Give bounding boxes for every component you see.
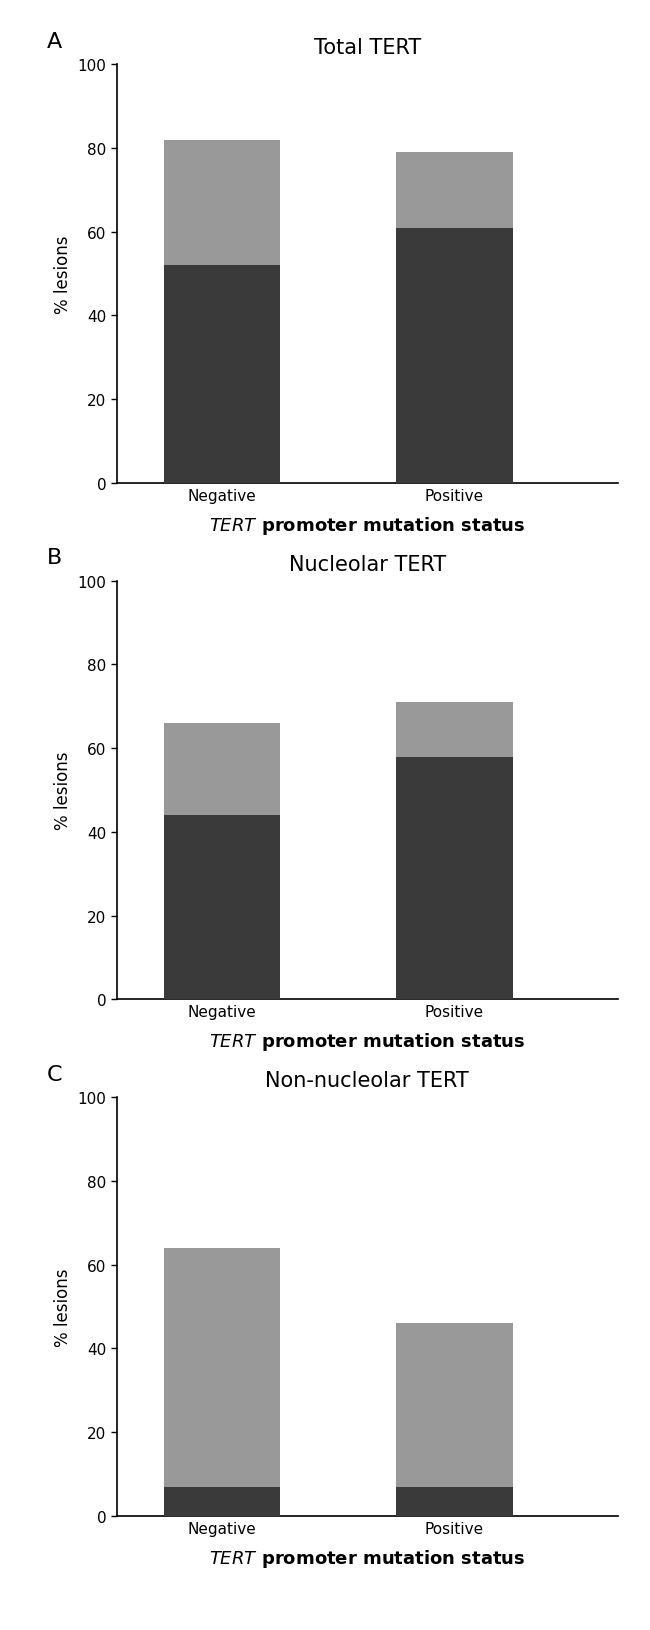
Bar (164, 1249, 280, 1487)
Bar (396, 228, 513, 484)
X-axis label: $\it{TERT}$ promoter mutation status: $\it{TERT}$ promoter mutation status (209, 1030, 525, 1053)
X-axis label: $\it{TERT}$ promoter mutation status: $\it{TERT}$ promoter mutation status (209, 515, 525, 536)
Title: Total TERT: Total TERT (313, 37, 421, 59)
Y-axis label: % lesions: % lesions (54, 235, 72, 313)
X-axis label: $\it{TERT}$ promoter mutation status: $\it{TERT}$ promoter mutation status (209, 1547, 525, 1568)
Y-axis label: % lesions: % lesions (54, 1268, 72, 1346)
Bar (396, 756, 513, 999)
Title: Non-nucleolar TERT: Non-nucleolar TERT (265, 1071, 469, 1090)
Title: Nucleolar TERT: Nucleolar TERT (289, 554, 446, 574)
Text: C: C (47, 1064, 62, 1084)
Bar (396, 703, 513, 756)
Bar (396, 1487, 513, 1516)
Bar (396, 1324, 513, 1487)
Text: B: B (47, 548, 62, 567)
Y-axis label: % lesions: % lesions (54, 751, 72, 830)
Bar (164, 140, 280, 266)
Bar (164, 815, 280, 999)
Bar (164, 266, 280, 484)
Bar (164, 1487, 280, 1516)
Bar (396, 153, 513, 228)
Text: A: A (47, 31, 62, 52)
Bar (164, 724, 280, 815)
